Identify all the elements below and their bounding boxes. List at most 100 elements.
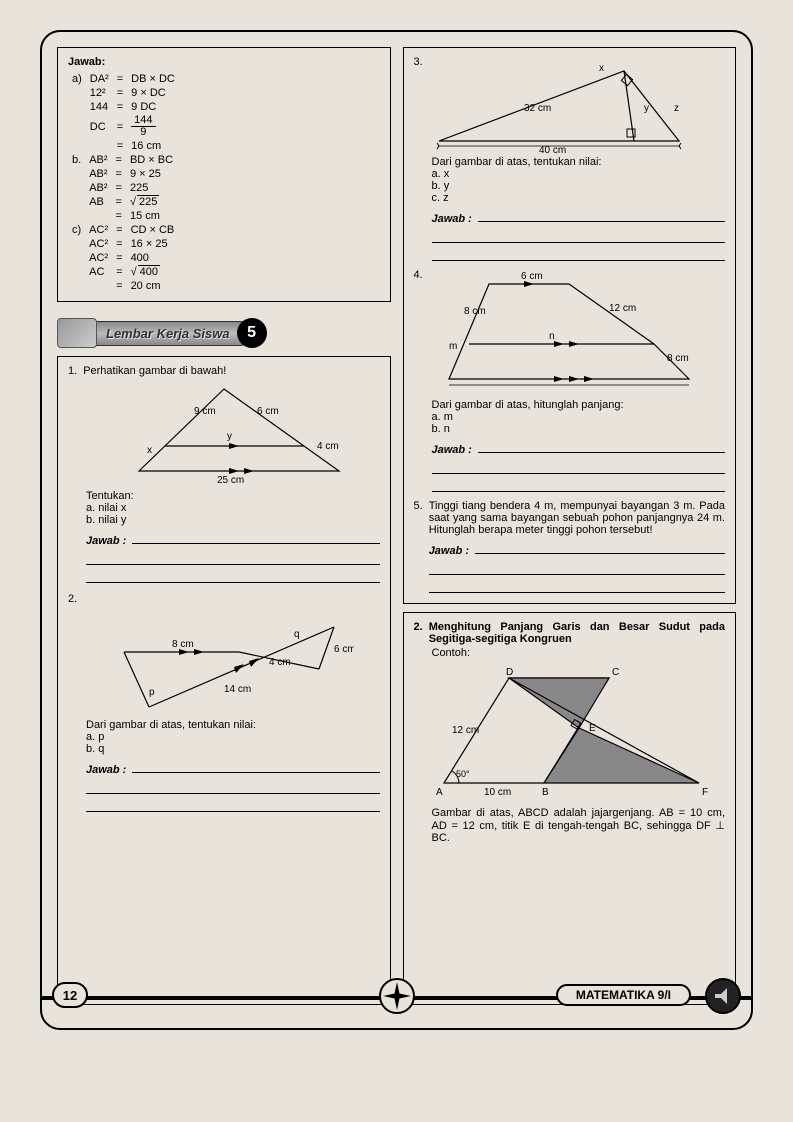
svg-text:6 cm: 6 cm	[257, 406, 279, 417]
svg-text:32 cm: 32 cm	[524, 103, 551, 114]
q3-q5-box: 3. x y z 32 cm 40 cm Dari gambar di atas…	[403, 47, 737, 604]
svg-text:y: y	[644, 103, 649, 114]
svg-text:50°: 50°	[456, 769, 470, 779]
svg-text:8 cm: 8 cm	[667, 353, 689, 364]
q4-jawab: Jawab :	[432, 444, 472, 456]
answer-line[interactable]	[432, 245, 726, 261]
lks-label: Lembar Kerja Siswa	[91, 321, 245, 346]
answer-line[interactable]	[475, 538, 725, 554]
q3-prompt: Dari gambar di atas, tentukan nilai:	[432, 156, 726, 168]
q4-prompt: Dari gambar di atas, hitunglah panjang:	[432, 399, 726, 411]
q4-figure: 6 cm 8 cm 12 cm n m 8 cm 21 cm	[429, 269, 699, 389]
q3-jawab: Jawab :	[432, 213, 472, 225]
q5-jawab: Jawab :	[429, 545, 469, 557]
section2-box: 2. Menghitung Panjang Garis dan Besar Su…	[403, 612, 737, 1005]
q3-b: b. y	[432, 180, 726, 192]
answer-line[interactable]	[432, 458, 726, 474]
q2-prompt: Dari gambar di atas, tentukan nilai:	[86, 719, 380, 731]
answer-line[interactable]	[478, 437, 725, 453]
page-number: 12	[52, 982, 88, 1008]
svg-text:4 cm: 4 cm	[269, 657, 291, 668]
svg-text:12 cm: 12 cm	[609, 303, 636, 314]
answer-line[interactable]	[86, 796, 380, 812]
q2-jawab: Jawab :	[86, 764, 126, 776]
svg-text:m: m	[449, 341, 457, 352]
svg-text:8 cm: 8 cm	[464, 306, 486, 317]
answer-line[interactable]	[478, 206, 725, 222]
answer-line[interactable]	[86, 549, 380, 565]
svg-text:q: q	[294, 629, 300, 640]
sec2-desc: Gambar di atas, ABCD adalah jajargenjang…	[432, 807, 726, 844]
left-column: Jawab: a)DA²=DB × DC 12²=9 × DC 144=9 DC…	[57, 47, 391, 1013]
clip-icon	[57, 318, 97, 348]
sec2-contoh: Contoh:	[432, 647, 726, 659]
answer-line[interactable]	[86, 567, 380, 583]
q1-figure: 9 cm 6 cm y 4 cm x 25 cm	[99, 381, 349, 486]
answer-line[interactable]	[86, 778, 380, 794]
q5-text: Tinggi tiang bendera 4 m, mempunyai baya…	[429, 500, 725, 536]
q4-b: b. n	[432, 423, 726, 435]
svg-text:10 cm: 10 cm	[484, 787, 511, 798]
q1-prompt: Perhatikan gambar di bawah!	[83, 365, 226, 377]
svg-text:21 cm: 21 cm	[554, 388, 581, 389]
svg-text:C: C	[612, 667, 619, 678]
q3-a: a. x	[432, 168, 726, 180]
q2-num: 2.	[68, 593, 77, 605]
svg-text:x: x	[147, 445, 152, 456]
answer-line[interactable]	[132, 528, 379, 544]
svg-text:14 cm: 14 cm	[224, 684, 251, 695]
svg-text:6 cm: 6 cm	[334, 644, 354, 655]
lks-number: 5	[237, 318, 267, 348]
q3-num: 3.	[414, 56, 423, 156]
page-footer: 12 MATEMATIKA 9/I	[42, 996, 751, 1030]
q1-jawab: Jawab :	[86, 535, 126, 547]
jawab-header: Jawab:	[68, 56, 380, 68]
page-border: Jawab: a)DA²=DB × DC 12²=9 × DC 144=9 DC…	[40, 30, 753, 1030]
q2-figure: 8 cm q 6 cm 4 cm p 14 cm	[94, 607, 354, 717]
svg-text:12 cm: 12 cm	[452, 725, 479, 736]
q5-num: 5.	[414, 500, 423, 595]
svg-text:6 cm: 6 cm	[521, 271, 543, 282]
lks-banner: Lembar Kerja Siswa 5	[57, 318, 391, 348]
svg-text:A: A	[436, 787, 443, 798]
q2-a: a. p	[86, 731, 380, 743]
sec2-figure: D C E A B F 12 cm 10 cm 50°	[424, 663, 714, 803]
svg-text:40 cm: 40 cm	[539, 145, 566, 156]
svg-text:25 cm: 25 cm	[217, 475, 244, 486]
q1-b: b. nilai y	[86, 514, 380, 526]
q2-b: b. q	[86, 743, 380, 755]
svg-text:y: y	[227, 431, 232, 442]
svg-text:p: p	[149, 687, 155, 698]
answer-line[interactable]	[429, 577, 725, 593]
answer-line[interactable]	[429, 559, 725, 575]
svg-text:E: E	[589, 723, 596, 734]
solution-c: c)AC²=CD × CB AC²=16 × 25 AC²=400 AC= √4…	[68, 223, 178, 293]
q1-tentukan: Tentukan:	[86, 490, 380, 502]
svg-text:8 cm: 8 cm	[172, 639, 194, 650]
q3-c: c. z	[432, 192, 726, 204]
compass-icon	[379, 978, 415, 1014]
solution-box: Jawab: a)DA²=DB × DC 12²=9 × DC 144=9 DC…	[57, 47, 391, 302]
svg-text:F: F	[702, 787, 708, 798]
q4-num: 4.	[414, 269, 423, 389]
solution-b: b.AB²=BD × BC AB²=9 × 25 AB²=225 AB= √22…	[68, 153, 177, 223]
q1-a: a. nilai x	[86, 502, 380, 514]
svg-text:9 cm: 9 cm	[194, 406, 216, 417]
speaker-icon	[705, 978, 741, 1014]
answer-line[interactable]	[432, 227, 726, 243]
right-column: 3. x y z 32 cm 40 cm Dari gambar di atas…	[403, 47, 737, 1013]
q1-num: 1.	[68, 365, 77, 377]
answer-line[interactable]	[432, 476, 726, 492]
q4-a: a. m	[432, 411, 726, 423]
svg-text:B: B	[542, 787, 549, 798]
sec2-title: Menghitung Panjang Garis dan Besar Sudut…	[429, 621, 725, 645]
subject-label: MATEMATIKA 9/I	[556, 984, 691, 1006]
svg-text:D: D	[506, 667, 513, 678]
svg-text:n: n	[549, 331, 555, 342]
q3-figure: x y z 32 cm 40 cm	[429, 56, 689, 156]
svg-text:x: x	[599, 63, 604, 74]
answer-line[interactable]	[132, 757, 379, 773]
svg-text:z: z	[674, 103, 679, 114]
sec2-num: 2.	[414, 621, 423, 645]
solution-a: a)DA²=DB × DC 12²=9 × DC 144=9 DC DC= 14…	[68, 72, 179, 153]
